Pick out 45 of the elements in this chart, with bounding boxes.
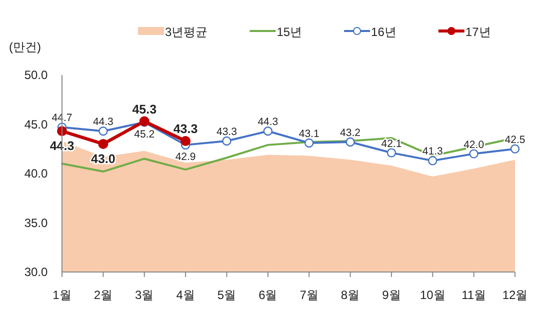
point bbox=[386, 148, 396, 158]
data-label: 42.1 bbox=[381, 138, 402, 150]
data-label: 43.1 bbox=[298, 128, 320, 140]
x-tick-label: 3월 bbox=[135, 288, 154, 302]
x-tick-label: 12월 bbox=[502, 288, 528, 302]
point bbox=[98, 138, 108, 149]
data-label: 42.5 bbox=[504, 134, 526, 146]
x-tick-label: 1월 bbox=[52, 288, 72, 302]
point bbox=[346, 137, 355, 147]
x-tick-label: 2월 bbox=[94, 288, 113, 302]
x-tick-label: 5월 bbox=[217, 288, 236, 302]
data-label: 43.0 bbox=[91, 152, 116, 166]
data-label: 44.3 bbox=[92, 116, 114, 128]
point bbox=[263, 126, 273, 136]
point bbox=[222, 136, 232, 146]
x-tick-label: 6월 bbox=[258, 288, 278, 302]
point bbox=[180, 136, 191, 146]
y-tick-label: 35.0 bbox=[24, 216, 48, 230]
x-tick-label: 10월 bbox=[420, 288, 446, 302]
x-tick-label: 4월 bbox=[176, 288, 195, 302]
x-tick-label: 7월 bbox=[300, 288, 318, 302]
data-label: 43.3 bbox=[173, 122, 198, 136]
legend-label: 15년 bbox=[276, 25, 302, 39]
legend-label: 16년 bbox=[371, 25, 396, 39]
y-tick-label: 40.0 bbox=[24, 166, 48, 180]
x-tick-label: 11월 bbox=[462, 288, 486, 302]
point bbox=[510, 144, 520, 154]
point bbox=[98, 126, 108, 136]
data-label: 44.3 bbox=[258, 116, 278, 128]
point bbox=[469, 149, 478, 158]
point bbox=[304, 138, 314, 148]
y-axis-title: (만건) bbox=[9, 40, 41, 54]
legend-label: 3년평균 bbox=[165, 25, 208, 39]
x-tick-label: 8월 bbox=[340, 288, 360, 302]
y-tick-label: 50.0 bbox=[24, 68, 48, 82]
legend-label: 17년 bbox=[465, 25, 491, 39]
data-label: 43.3 bbox=[216, 126, 238, 138]
point bbox=[428, 156, 438, 166]
data-label: 42.9 bbox=[175, 150, 196, 163]
data-label: 45.3 bbox=[132, 102, 157, 116]
y-tick-label: 45.0 bbox=[24, 117, 48, 132]
data-label: 45.2 bbox=[134, 128, 155, 140]
data-label: 43.2 bbox=[340, 126, 361, 139]
x-tick-label: 9월 bbox=[382, 288, 401, 302]
y-tick-label: 30.0 bbox=[24, 265, 48, 279]
